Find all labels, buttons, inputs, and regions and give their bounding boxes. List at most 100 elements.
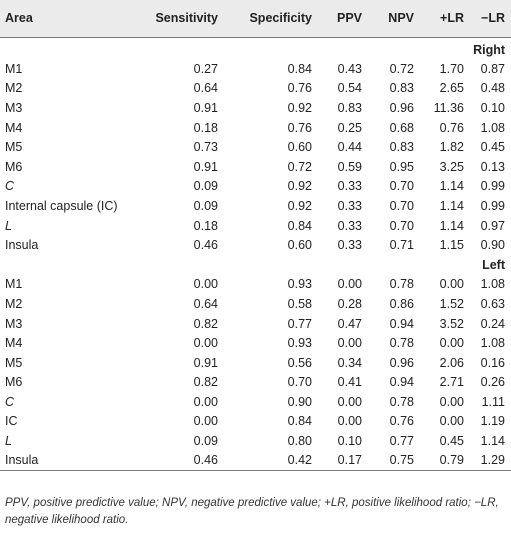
specificity-cell: 0.60: [287, 140, 312, 155]
table-row: M6 0.82 0.70 0.41 0.94 2.71 0.26: [0, 373, 511, 393]
area-cell: M3: [5, 316, 23, 331]
ppv-cell: 0.83: [337, 100, 362, 115]
npv-cell: 0.77: [389, 434, 414, 449]
positive-lr-cell: 1.82: [439, 140, 464, 155]
npv-cell: 0.78: [389, 394, 414, 409]
table-row: C 0.00 0.90 0.00 0.78 0.00 1.11: [0, 393, 511, 413]
specificity-cell: 0.84: [287, 218, 312, 233]
area-cell: M4: [5, 336, 23, 351]
ppv-cell: 0.59: [337, 159, 362, 174]
negative-lr-cell: 0.13: [480, 159, 505, 174]
sensitivity-cell: 0.91: [193, 100, 218, 115]
ppv-cell: 0.33: [337, 179, 362, 194]
sensitivity-cell: 0.09: [193, 198, 218, 213]
negative-lr-cell: 1.08: [480, 120, 505, 135]
sensitivity-cell: 0.00: [193, 414, 218, 429]
ppv-cell: 0.28: [337, 296, 362, 311]
negative-lr-cell: 0.24: [480, 316, 505, 331]
area-cell: M1: [5, 277, 23, 292]
sensitivity-cell: 0.00: [193, 394, 218, 409]
column-header-npv: NPV: [388, 11, 414, 26]
negative-lr-cell: 0.26: [480, 375, 505, 390]
ppv-cell: 0.41: [337, 375, 362, 390]
table-row: M4 0.00 0.93 0.00 0.78 0.00 1.08: [0, 334, 511, 354]
results-table: Area Sensitivity Specificity PPV NPV +LR −LR R…: [0, 0, 511, 472]
negative-lr-cell: 0.97: [480, 218, 505, 233]
table-row: Insula 0.46 0.60 0.33 0.71 1.15 0.90: [0, 236, 511, 256]
ppv-cell: 0.00: [337, 394, 362, 409]
negative-lr-cell: 0.90: [480, 238, 505, 253]
negative-lr-cell: 0.63: [480, 296, 505, 311]
table-row: M3 0.91 0.92 0.83 0.96 11.36 0.10: [0, 99, 511, 119]
specificity-cell: 0.93: [287, 277, 312, 292]
sensitivity-cell: 0.00: [193, 336, 218, 351]
negative-lr-cell: 0.16: [480, 355, 505, 370]
sensitivity-cell: 0.91: [193, 355, 218, 370]
ppv-cell: 0.00: [337, 277, 362, 292]
section-row: Right: [0, 36, 511, 60]
specificity-cell: 0.92: [287, 198, 312, 213]
area-cell: Internal capsule (IC): [5, 198, 118, 213]
table-row: M6 0.91 0.72 0.59 0.95 3.25 0.13: [0, 157, 511, 177]
npv-cell: 0.78: [389, 277, 414, 292]
ppv-cell: 0.33: [337, 238, 362, 253]
npv-cell: 0.75: [368, 451, 420, 472]
area-cell: M6: [5, 375, 23, 390]
ppv-cell: 0.00: [337, 336, 362, 351]
header-row: Area Sensitivity Specificity PPV NPV +LR −LR: [0, 0, 511, 37]
npv-cell: 0.70: [389, 198, 414, 213]
sensitivity-cell: 0.91: [193, 159, 218, 174]
table-row: L 0.18 0.84 0.33 0.70 1.14 0.97: [0, 216, 511, 236]
table-row: M4 0.18 0.76 0.25 0.68 0.76 1.08: [0, 118, 511, 138]
table-row: Insula 0.46 0.42 0.17 0.75 0.79 1.29: [0, 451, 511, 472]
positive-lr-cell: 1.15: [439, 238, 464, 253]
positive-lr-cell: 0.00: [439, 414, 464, 429]
area-cell: M2: [5, 296, 23, 311]
area-cell: L: [5, 434, 12, 449]
npv-cell: 0.83: [389, 140, 414, 155]
column-header-ppv: PPV: [336, 11, 362, 26]
positive-lr-cell: 0.00: [439, 277, 464, 292]
negative-lr-cell: 1.19: [480, 414, 505, 429]
table-row: M3 0.82 0.77 0.47 0.94 3.52 0.24: [0, 314, 511, 334]
positive-lr-cell: 1.14: [439, 179, 464, 194]
specificity-cell: 0.93: [287, 336, 312, 351]
table-row: M2 0.64 0.76 0.54 0.83 2.65 0.48: [0, 79, 511, 99]
table-row: M1 0.00 0.93 0.00 0.78 0.00 1.08: [0, 275, 511, 295]
sensitivity-cell: 0.64: [193, 296, 218, 311]
positive-lr-cell: 0.00: [439, 394, 464, 409]
negative-lr-cell: 0.48: [480, 81, 505, 96]
column-header-area: Area: [5, 11, 33, 26]
positive-lr-cell: 3.25: [439, 159, 464, 174]
area-cell: Insula: [0, 451, 132, 472]
column-header-sensitivity: Sensitivity: [155, 11, 218, 26]
column-header-specificity: Specificity: [249, 11, 312, 26]
area-cell: M4: [5, 120, 23, 135]
positive-lr-cell: 0.00: [439, 336, 464, 351]
npv-cell: 0.83: [389, 81, 414, 96]
ppv-cell: 0.47: [337, 316, 362, 331]
table-footnote: PPV, positive predictive value; NPV, neg…: [5, 497, 499, 526]
sensitivity-cell: 0.82: [193, 316, 218, 331]
ppv-cell: 0.54: [337, 81, 362, 96]
negative-lr-cell: 0.87: [480, 61, 505, 76]
npv-cell: 0.95: [389, 159, 414, 174]
npv-cell: 0.68: [389, 120, 414, 135]
ppv-cell: 0.25: [337, 120, 362, 135]
negative-lr-cell: 0.99: [480, 198, 505, 213]
area-cell: M5: [5, 355, 23, 370]
area-cell: M1: [5, 61, 23, 76]
table-row: C 0.09 0.92 0.33 0.70 1.14 0.99: [0, 177, 511, 197]
area-cell: M2: [5, 81, 23, 96]
positive-lr-cell: 2.71: [439, 375, 464, 390]
positive-lr-cell: 2.06: [439, 355, 464, 370]
ppv-cell: 0.33: [337, 218, 362, 233]
specificity-cell: 0.58: [287, 296, 312, 311]
positive-lr-cell: 0.45: [439, 434, 464, 449]
sensitivity-cell: 0.18: [193, 120, 218, 135]
section-title: Left: [482, 257, 505, 272]
table-row: M5 0.91 0.56 0.34 0.96 2.06 0.16: [0, 353, 511, 373]
specificity-cell: 0.92: [287, 179, 312, 194]
sensitivity-cell: 0.46: [132, 451, 224, 472]
